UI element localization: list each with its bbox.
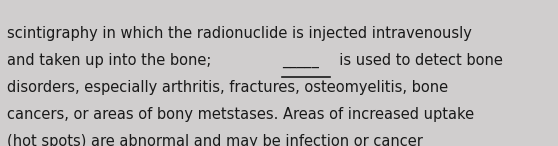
Text: cancers, or areas of bony metstases. Areas of increased uptake: cancers, or areas of bony metstases. Are… — [7, 107, 474, 122]
Text: and taken up into the bone;: and taken up into the bone; — [7, 53, 220, 68]
Text: _____: _____ — [282, 53, 319, 68]
Text: (hot spots) are abnormal and may be infection or cancer: (hot spots) are abnormal and may be infe… — [7, 134, 422, 146]
Text: is used to detect bone: is used to detect bone — [330, 53, 503, 68]
Text: disorders, especially arthritis, fractures, osteomyelitis, bone: disorders, especially arthritis, fractur… — [7, 80, 448, 95]
Text: scintigraphy in which the radionuclide is injected intravenously: scintigraphy in which the radionuclide i… — [7, 26, 472, 41]
